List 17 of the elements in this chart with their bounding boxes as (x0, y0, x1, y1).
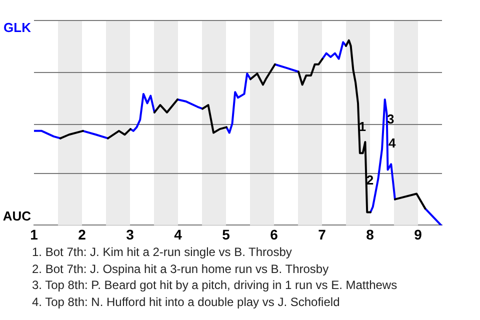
text: 2. Bot 7th: J. Ospina hit a 3-run home run vs B. Throsby (32, 260, 330, 277)
x-tick-label: 8 (366, 226, 374, 242)
text: 1. Bot 7th: J. Kim hit a 2-run single vs B. Throsby (32, 244, 293, 260)
annotation: 4 (388, 135, 396, 150)
annotation: 2 (366, 172, 374, 188)
x-tick-label: 2 (78, 226, 86, 242)
x-tick-label: 3 (126, 226, 134, 242)
text: GLK (4, 20, 32, 36)
x-tick-label: 6 (270, 226, 278, 242)
x-tick-label: 9 (414, 226, 422, 242)
text: AUC (2, 208, 32, 224)
x-tick-label: 4 (174, 226, 182, 242)
text: 3. Top 8th: P. Beard got hit by a pitch, driving in 1 run vs E. Matthews (32, 277, 398, 294)
x-tick-label: 5 (222, 226, 230, 242)
x-tick-label: 1 (30, 226, 38, 242)
text: 4. Top 8th: N. Hufford hit into a double play vs J. Schofield (32, 294, 341, 310)
x-tick-label: 7 (318, 226, 326, 242)
